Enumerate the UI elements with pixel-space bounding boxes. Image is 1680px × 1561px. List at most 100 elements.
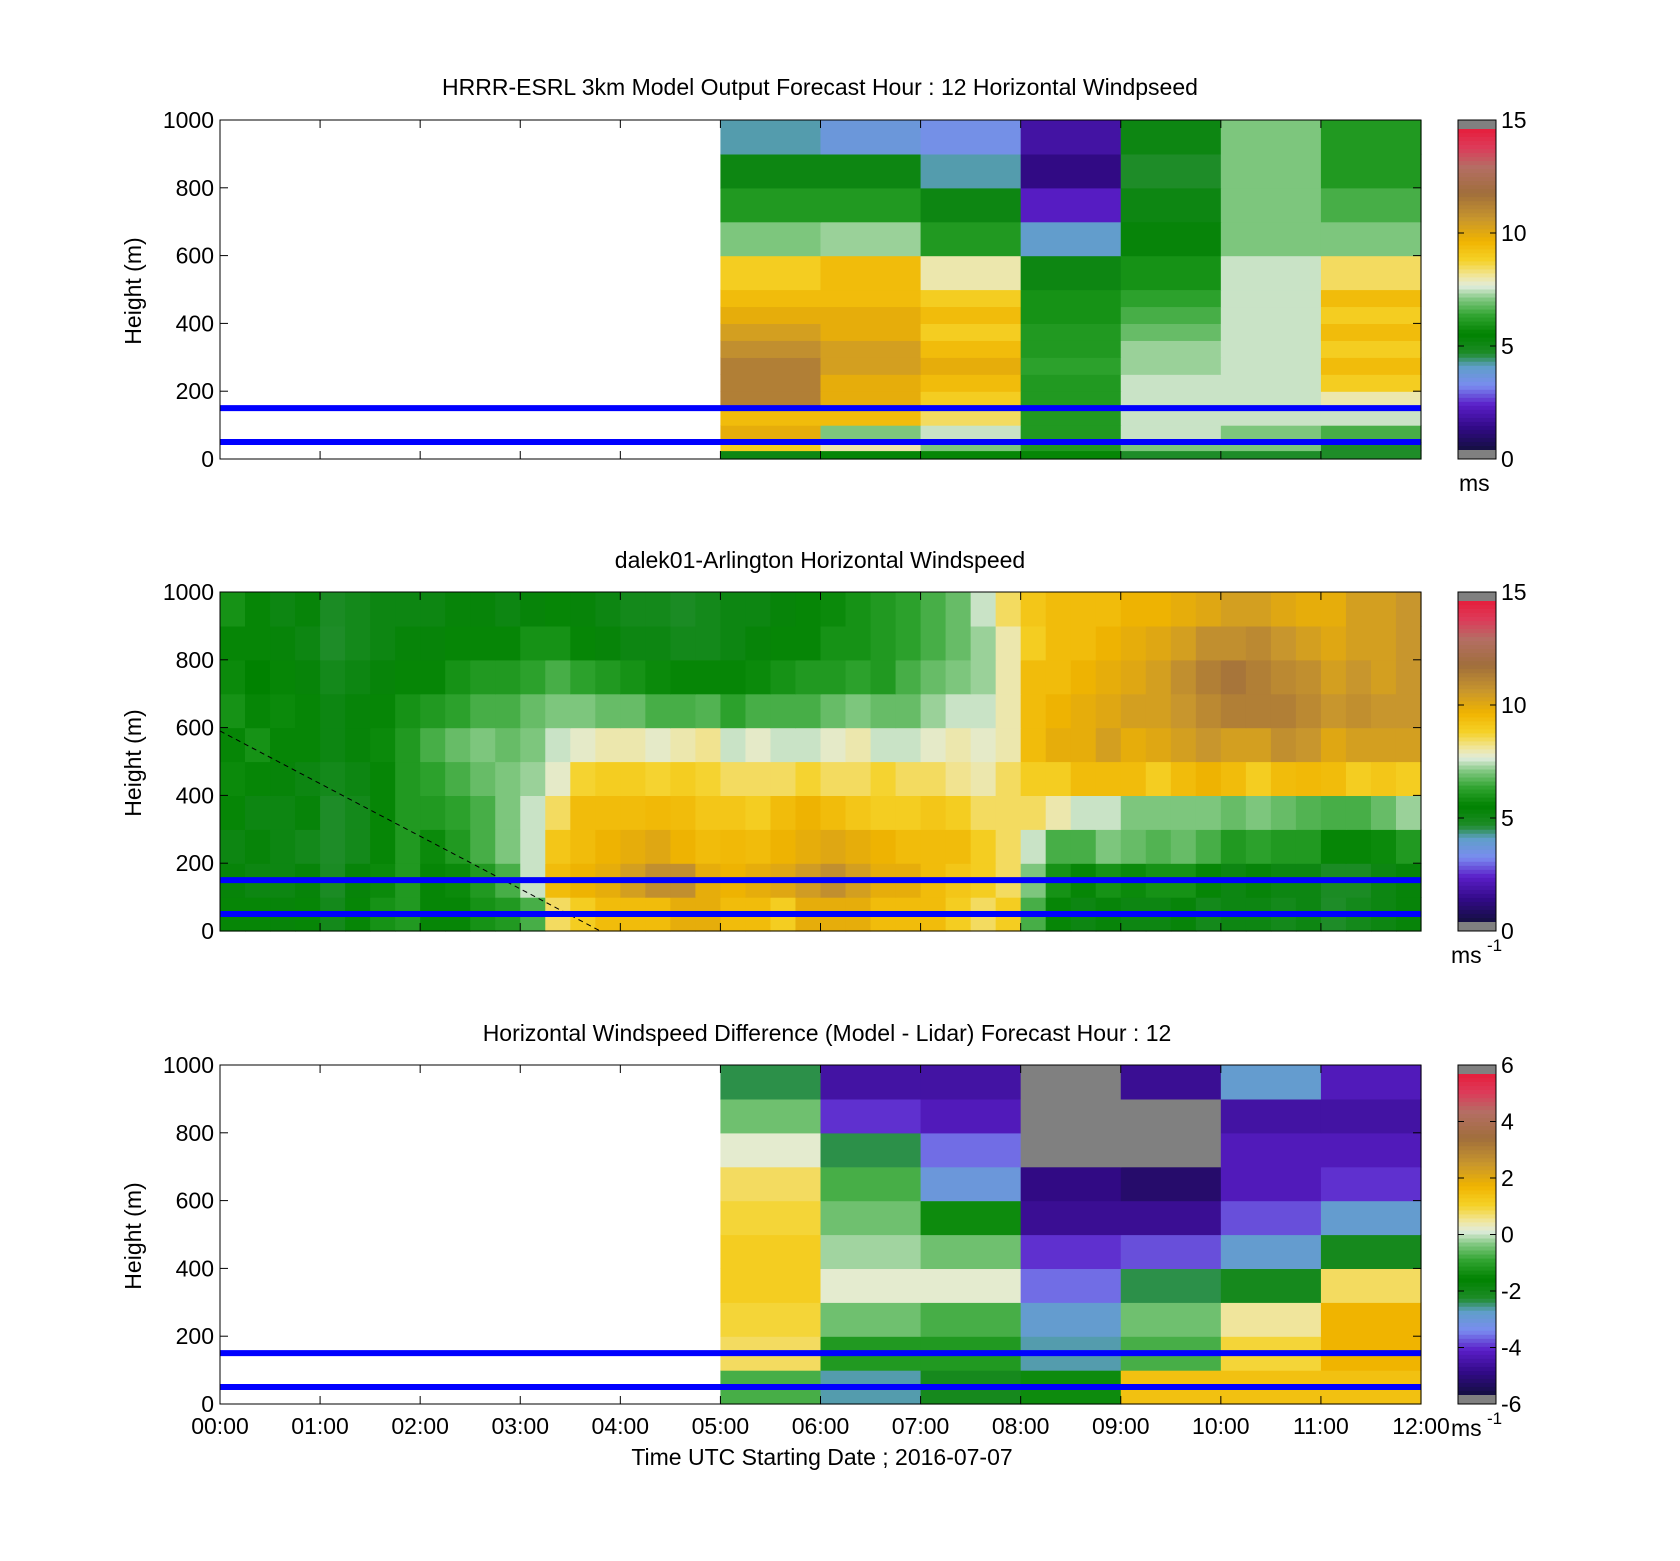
lidar-colorbar-swatch bbox=[1458, 873, 1496, 879]
lidar-cell bbox=[870, 761, 897, 796]
model-cell bbox=[820, 221, 922, 257]
lidar-colorbar-swatch bbox=[1458, 717, 1496, 722]
model-colorbar-swatch bbox=[1458, 269, 1496, 275]
lidar-colorbar-swatch bbox=[1458, 897, 1496, 903]
lidar-cell bbox=[570, 693, 596, 729]
lidar-colorbar-swatch bbox=[1458, 877, 1496, 883]
lidar-cell bbox=[320, 625, 346, 661]
lidar-cell bbox=[1245, 592, 1272, 627]
diff-colorbar-swatch bbox=[1458, 1134, 1496, 1139]
lidar-cell bbox=[995, 659, 1022, 695]
model-colorbar-swatch bbox=[1458, 333, 1496, 339]
model-colorbar-swatch bbox=[1458, 289, 1496, 295]
lidar-colorbar-swatch bbox=[1458, 753, 1496, 759]
lidar-colorbar-swatch bbox=[1458, 805, 1496, 811]
lidar-cell bbox=[1095, 592, 1122, 627]
lidar-cell bbox=[570, 829, 596, 864]
lidar-cell bbox=[395, 659, 421, 695]
lidar-cell bbox=[670, 795, 696, 830]
lidar-cell bbox=[445, 659, 471, 695]
diff-colorbar-tick-label: 4 bbox=[1501, 1109, 1514, 1135]
lidar-cell bbox=[970, 625, 997, 661]
lidar-cell bbox=[820, 659, 847, 695]
lidar-cell bbox=[245, 693, 271, 729]
model-cell bbox=[1320, 187, 1422, 223]
lidar-cell bbox=[1295, 625, 1322, 661]
lidar-colorbar-swatch bbox=[1458, 797, 1496, 803]
lidar-cell bbox=[1270, 592, 1297, 627]
lidar-cell bbox=[495, 727, 521, 763]
lidar-colorbar-tick-label: 15 bbox=[1501, 579, 1527, 605]
diff-cell bbox=[1020, 1098, 1122, 1134]
lidar-colorbar-swatch bbox=[1458, 745, 1496, 751]
model-colorbar-swatch bbox=[1458, 253, 1496, 258]
diff-colorbar-swatch bbox=[1458, 1102, 1496, 1107]
lidar-cell bbox=[895, 592, 922, 627]
lidar-colorbar-swatch bbox=[1458, 733, 1496, 739]
lidar-x-axis bbox=[219, 592, 1422, 931]
lidar-cell bbox=[820, 829, 847, 864]
lidar-colorbar-swatch bbox=[1458, 869, 1496, 875]
lidar-cell bbox=[1120, 625, 1147, 661]
lidar-cell bbox=[720, 727, 747, 763]
lidar-cell bbox=[495, 625, 521, 661]
diff-colorbar-swatch bbox=[1458, 1074, 1496, 1079]
model-cell bbox=[1020, 255, 1122, 291]
diff-cell bbox=[1320, 1132, 1422, 1168]
diff-colorbar-swatch bbox=[1458, 1126, 1496, 1131]
lidar-colorbar-swatch bbox=[1458, 761, 1496, 767]
diff-colorbar-swatch bbox=[1458, 1146, 1496, 1151]
lidar-cell bbox=[670, 727, 696, 763]
lidar-colorbar-swatch bbox=[1458, 893, 1496, 899]
model-colorbar-swatch bbox=[1458, 325, 1496, 331]
model-colorbar-swatch bbox=[1458, 197, 1496, 202]
model-colorbar-swatch bbox=[1458, 237, 1496, 242]
lidar-cell bbox=[1020, 727, 1047, 763]
lidar-cell bbox=[445, 829, 471, 864]
lidar-colorbar-swatch bbox=[1458, 617, 1496, 622]
lidar-colorbar-swatch bbox=[1458, 809, 1496, 815]
model-cell bbox=[1320, 391, 1422, 409]
lidar-cell bbox=[245, 829, 271, 864]
model-cell bbox=[720, 408, 822, 426]
lidar-cell bbox=[520, 592, 546, 627]
model-cell bbox=[1320, 306, 1422, 324]
lidar-cell bbox=[945, 829, 972, 864]
model-cell bbox=[1320, 221, 1422, 257]
lidar-cell bbox=[520, 659, 546, 695]
lidar-colorbar-swatch bbox=[1458, 849, 1496, 855]
lidar-cell bbox=[870, 592, 897, 627]
model-cell bbox=[920, 120, 1022, 155]
lidar-cell bbox=[795, 829, 822, 864]
lidar-ytick-label: 600 bbox=[176, 715, 214, 741]
model-colorbar-swatch bbox=[1458, 133, 1496, 138]
lidar-cell bbox=[945, 727, 972, 763]
lidar-cell bbox=[1320, 795, 1347, 830]
lidar-colorbar-swatch bbox=[1458, 757, 1496, 763]
diff-cell bbox=[820, 1200, 922, 1236]
lidar-cell bbox=[420, 795, 446, 830]
lidar-cell bbox=[1370, 592, 1397, 627]
diff-colorbar-swatch bbox=[1458, 1226, 1496, 1232]
lidar-cell bbox=[470, 625, 496, 661]
lidar-colorbar-swatch bbox=[1458, 905, 1496, 911]
diff-overlay bbox=[220, 1350, 1421, 1391]
lidar-cell bbox=[245, 761, 271, 796]
diff-cell bbox=[1220, 1132, 1322, 1168]
lidar-cell bbox=[1120, 761, 1147, 796]
lidar-colorbar-swatch bbox=[1458, 625, 1496, 630]
lidar-cell bbox=[645, 592, 671, 627]
model-cell bbox=[1220, 187, 1322, 223]
lidar-cell bbox=[595, 727, 621, 763]
diff-colorbar-tick-label: 0 bbox=[1501, 1222, 1514, 1248]
model-colorbar-swatch bbox=[1458, 313, 1496, 319]
diff-cell bbox=[1320, 1065, 1422, 1100]
diff-colorbar-swatch bbox=[1458, 1262, 1496, 1268]
lidar-cell bbox=[595, 659, 621, 695]
lidar-cell bbox=[770, 659, 797, 695]
diff-xtick-label: 06:00 bbox=[792, 1413, 850, 1439]
diff-colorbar-cap bbox=[1458, 1065, 1496, 1074]
lidar-cell bbox=[220, 659, 246, 695]
model-cell bbox=[820, 340, 922, 358]
lidar-cell bbox=[295, 659, 321, 695]
